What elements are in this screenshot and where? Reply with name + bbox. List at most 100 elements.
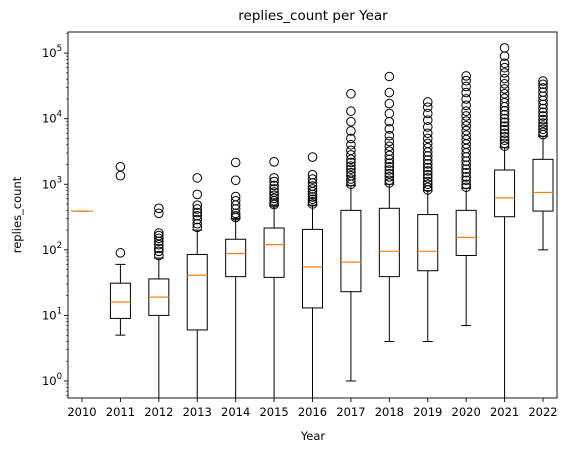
flier-point xyxy=(307,197,318,207)
plot-area xyxy=(71,43,554,398)
flier-point xyxy=(461,171,471,182)
flier-point xyxy=(422,115,433,125)
flier-point xyxy=(230,195,241,206)
flier-point xyxy=(499,128,510,139)
flier-point xyxy=(461,111,471,121)
flier-point xyxy=(422,142,433,153)
box-2013 xyxy=(186,173,208,398)
flier-point xyxy=(384,161,395,172)
flier-point xyxy=(307,184,318,194)
flier-point xyxy=(461,130,471,141)
flier-point xyxy=(192,189,203,200)
flier-point xyxy=(192,218,203,229)
flier-point xyxy=(384,136,395,147)
axes: 2010 2011 2012 2013 2014 2015 2016 2017 2018 2019… xyxy=(42,31,558,419)
flier-point xyxy=(461,120,471,131)
flier-point xyxy=(538,124,548,135)
flier-point xyxy=(422,97,433,107)
flier-point xyxy=(230,191,241,202)
flier-point xyxy=(269,180,279,191)
flier-point xyxy=(384,141,395,152)
flier-point xyxy=(538,118,548,128)
flier-point xyxy=(461,179,471,190)
flier-point xyxy=(461,75,471,86)
box-2021 xyxy=(494,43,516,398)
flier-point xyxy=(346,145,356,156)
flier-point xyxy=(422,138,433,149)
flier-point xyxy=(538,114,548,125)
flier-point xyxy=(307,152,318,162)
box-iqr xyxy=(455,209,477,256)
flier-point xyxy=(422,102,433,112)
box-iqr xyxy=(532,158,554,212)
flier-point xyxy=(538,87,548,97)
x-tick-label: 2015 xyxy=(259,405,288,419)
box-2011 xyxy=(109,161,131,336)
flier-point xyxy=(384,87,395,98)
flier-point xyxy=(192,211,203,221)
flier-point xyxy=(154,203,164,214)
flier-point xyxy=(422,166,433,176)
flier-point xyxy=(384,98,395,109)
flier-point xyxy=(384,146,395,156)
flier-point xyxy=(384,171,395,182)
flier-point xyxy=(192,200,203,210)
flier-point xyxy=(154,208,164,219)
y-tick-label: 104 xyxy=(42,110,62,126)
flier-point xyxy=(499,88,510,99)
box-2019 xyxy=(417,97,439,342)
box-2014 xyxy=(225,157,247,398)
flier-point xyxy=(538,107,548,118)
flier-point xyxy=(422,108,433,119)
x-tick-label: 2012 xyxy=(144,405,173,419)
flier-point xyxy=(461,182,471,193)
flier-point xyxy=(538,76,548,86)
flier-point xyxy=(538,79,548,90)
flier-point xyxy=(538,111,548,121)
flier-point xyxy=(346,161,356,171)
flier-point xyxy=(346,167,356,178)
flier-point xyxy=(384,168,395,179)
flier-point xyxy=(346,164,356,174)
flier-point xyxy=(422,169,433,180)
flier-point xyxy=(538,127,548,138)
flier-point xyxy=(384,165,395,175)
box-2017 xyxy=(340,88,362,382)
flier-point xyxy=(461,106,471,117)
flier-point xyxy=(499,84,510,94)
flier-point xyxy=(384,71,395,82)
flier-point xyxy=(269,193,279,204)
box-2020 xyxy=(455,71,477,327)
flier-point xyxy=(154,250,164,261)
flier-point xyxy=(499,68,510,78)
flier-point xyxy=(499,121,510,131)
x-tick-label: 2011 xyxy=(106,405,135,419)
box-2016 xyxy=(302,152,323,398)
flier-point xyxy=(192,173,203,183)
x-tick-label: 2010 xyxy=(67,405,96,419)
flier-point xyxy=(346,88,356,99)
flier-point xyxy=(384,124,395,134)
flier-point xyxy=(269,173,279,183)
flier-point xyxy=(499,109,510,120)
y-tick-label: 103 xyxy=(42,175,62,191)
flier-point xyxy=(307,192,318,202)
flier-point xyxy=(269,184,279,194)
flier-point xyxy=(499,138,510,149)
flier-point xyxy=(461,125,471,136)
flier-point xyxy=(346,170,356,181)
flier-point xyxy=(461,71,471,81)
flier-point xyxy=(230,175,241,186)
flier-point xyxy=(269,187,279,197)
flier-point xyxy=(154,246,164,257)
flier-point xyxy=(230,211,241,221)
flier-point xyxy=(461,94,471,104)
flier-point xyxy=(269,190,279,201)
flier-point xyxy=(461,175,471,186)
box-iqr xyxy=(225,238,247,278)
flier-point xyxy=(154,228,164,238)
flier-point xyxy=(384,150,395,161)
flier-point xyxy=(192,207,203,218)
